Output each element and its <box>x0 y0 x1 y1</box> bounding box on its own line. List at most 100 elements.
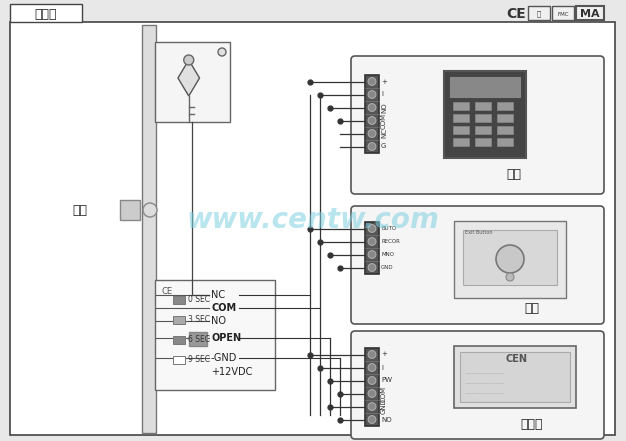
Circle shape <box>368 403 376 411</box>
Bar <box>453 114 469 122</box>
Text: CEN: CEN <box>505 354 527 364</box>
Text: ______________: ______________ <box>465 380 503 385</box>
Text: ______________: ______________ <box>465 389 503 395</box>
Bar <box>475 114 491 122</box>
Text: 按鈕: 按鈕 <box>524 302 539 314</box>
Bar <box>173 336 185 344</box>
Circle shape <box>184 55 194 65</box>
Bar <box>450 77 520 97</box>
Circle shape <box>368 142 376 150</box>
Bar <box>189 332 207 346</box>
Text: NC: NC <box>211 290 225 300</box>
Bar <box>173 316 185 324</box>
Bar <box>365 348 379 426</box>
Bar <box>453 102 469 110</box>
Bar <box>463 230 557 285</box>
Text: G: G <box>381 143 386 149</box>
FancyBboxPatch shape <box>155 280 275 390</box>
Bar <box>497 126 513 134</box>
FancyBboxPatch shape <box>351 206 604 324</box>
Bar <box>173 356 185 364</box>
Text: MA: MA <box>580 9 600 19</box>
Circle shape <box>506 273 514 281</box>
Circle shape <box>368 264 376 271</box>
FancyBboxPatch shape <box>454 221 566 298</box>
Text: 9 SEC: 9 SEC <box>188 355 210 365</box>
Text: +: + <box>381 78 387 85</box>
Bar <box>475 138 491 146</box>
Circle shape <box>368 415 376 423</box>
Text: MNO: MNO <box>381 252 394 257</box>
FancyBboxPatch shape <box>528 6 550 20</box>
Text: BUTO: BUTO <box>381 226 396 231</box>
Circle shape <box>368 250 376 258</box>
Text: I: I <box>381 365 383 370</box>
Text: GND: GND <box>381 265 394 270</box>
Text: 圖: 圖 <box>537 11 541 17</box>
Bar <box>365 222 379 274</box>
Text: 3 SEC: 3 SEC <box>188 315 210 325</box>
Text: -GND: -GND <box>211 353 237 363</box>
Circle shape <box>218 48 226 56</box>
Text: COM: COM <box>381 112 387 129</box>
Bar <box>173 296 185 304</box>
FancyBboxPatch shape <box>552 6 574 20</box>
Text: 電源箱: 電源箱 <box>520 419 543 431</box>
Text: NC: NC <box>381 128 387 138</box>
Text: FMC: FMC <box>557 11 569 16</box>
Text: +: + <box>381 351 387 358</box>
Text: NO: NO <box>381 416 392 422</box>
Bar <box>453 126 469 134</box>
Text: www.centw.com: www.centw.com <box>187 206 439 235</box>
Text: CE: CE <box>506 7 526 21</box>
Text: I: I <box>381 91 383 97</box>
Circle shape <box>368 351 376 359</box>
Text: +12VDC: +12VDC <box>211 367 252 377</box>
Text: CE: CE <box>162 288 173 296</box>
Text: OPEN: OPEN <box>211 333 241 343</box>
Bar <box>365 75 379 153</box>
FancyBboxPatch shape <box>351 56 604 194</box>
Bar <box>475 102 491 110</box>
Bar <box>475 126 491 134</box>
Bar <box>142 25 156 433</box>
FancyBboxPatch shape <box>444 71 526 158</box>
Circle shape <box>496 245 524 273</box>
FancyBboxPatch shape <box>576 6 604 20</box>
Bar <box>460 352 570 402</box>
Text: GND: GND <box>381 399 387 415</box>
FancyBboxPatch shape <box>454 346 576 408</box>
Text: 0 SEC: 0 SEC <box>188 295 210 304</box>
Circle shape <box>368 78 376 86</box>
Circle shape <box>368 389 376 397</box>
Text: 接線圖: 接線圖 <box>35 7 57 20</box>
FancyBboxPatch shape <box>351 331 604 439</box>
Text: ______________: ______________ <box>465 370 503 374</box>
Bar <box>453 138 469 146</box>
Circle shape <box>368 363 376 371</box>
Text: Exit Button: Exit Button <box>465 229 493 235</box>
Text: RECOR: RECOR <box>381 239 400 244</box>
Text: COM: COM <box>211 303 236 313</box>
Circle shape <box>368 377 376 385</box>
Bar <box>497 102 513 110</box>
Circle shape <box>368 130 376 138</box>
Text: PW: PW <box>381 377 392 384</box>
Circle shape <box>143 203 157 217</box>
Circle shape <box>368 116 376 124</box>
FancyBboxPatch shape <box>120 200 140 220</box>
Bar <box>497 114 513 122</box>
Bar <box>497 138 513 146</box>
Circle shape <box>368 90 376 98</box>
Text: 鍵盤: 鍵盤 <box>507 168 521 182</box>
Circle shape <box>368 104 376 112</box>
Text: 6 SEC: 6 SEC <box>188 336 210 344</box>
FancyBboxPatch shape <box>155 42 230 122</box>
FancyBboxPatch shape <box>10 4 82 22</box>
Circle shape <box>368 238 376 245</box>
Text: COM: COM <box>381 385 387 402</box>
Polygon shape <box>178 60 200 96</box>
Text: NO: NO <box>381 102 387 113</box>
Circle shape <box>368 224 376 232</box>
Text: NO: NO <box>211 316 226 326</box>
